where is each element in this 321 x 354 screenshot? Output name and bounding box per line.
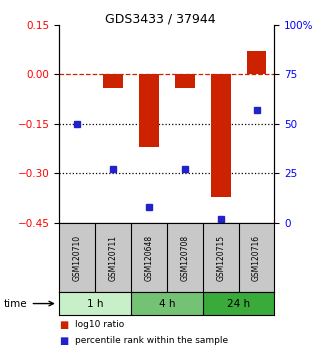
Bar: [247, 51, 266, 74]
Bar: [103, 74, 123, 87]
Text: GSM120716: GSM120716: [252, 234, 261, 281]
Text: time: time: [3, 298, 27, 309]
Bar: [203, 292, 274, 315]
Text: 4 h: 4 h: [159, 298, 175, 309]
Text: GDS3433 / 37944: GDS3433 / 37944: [105, 12, 216, 25]
Bar: [131, 223, 167, 292]
Bar: [59, 223, 95, 292]
Text: GSM120648: GSM120648: [144, 234, 153, 281]
Text: GSM120711: GSM120711: [108, 235, 118, 280]
Bar: [167, 223, 203, 292]
Text: GSM120708: GSM120708: [180, 234, 189, 281]
Text: ■: ■: [59, 336, 69, 346]
Text: GSM120710: GSM120710: [73, 234, 82, 281]
Text: GSM120715: GSM120715: [216, 234, 225, 281]
Bar: [95, 223, 131, 292]
Text: 24 h: 24 h: [227, 298, 250, 309]
Bar: [203, 223, 239, 292]
Bar: [175, 74, 195, 87]
Bar: [131, 292, 203, 315]
Text: ■: ■: [59, 320, 69, 330]
Bar: [139, 74, 159, 147]
Text: 1 h: 1 h: [87, 298, 103, 309]
Bar: [59, 292, 131, 315]
Bar: [239, 223, 274, 292]
Bar: [211, 74, 230, 196]
Text: percentile rank within the sample: percentile rank within the sample: [75, 336, 229, 345]
Text: log10 ratio: log10 ratio: [75, 320, 125, 330]
